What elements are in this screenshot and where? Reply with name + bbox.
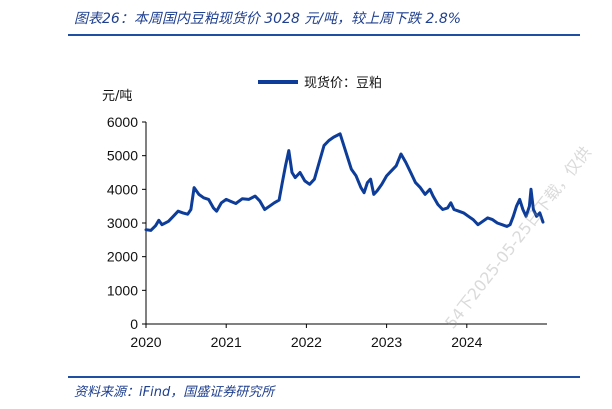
y-tick-label: 2000 [107, 249, 138, 265]
y-axis-unit: 元/吨 [102, 89, 132, 104]
y-tick-label: 3000 [107, 215, 138, 231]
x-tick-label: 2024 [451, 334, 482, 350]
y-ticks: 0 1000 2000 3000 4000 5000 6000 [107, 114, 146, 332]
x-tick-label: 2022 [291, 334, 322, 350]
chart-title: 图表26：本周国内豆粕现货价 3028 元/吨，较上周下跌 2.8% [74, 11, 462, 27]
x-tick-label: 2023 [371, 334, 402, 350]
y-tick-label: 5000 [107, 148, 138, 164]
series-line [144, 132, 545, 232]
y-tick-label: 1000 [107, 282, 138, 298]
y-tick-label: 4000 [107, 181, 138, 197]
y-tick-label: 6000 [107, 114, 138, 130]
series-layer [144, 132, 545, 232]
legend: 现货价：豆粕 [258, 75, 382, 91]
x-ticks: 2020 2021 2022 2023 2024 [130, 324, 483, 350]
y-tick-label: 0 [130, 316, 138, 332]
legend-label: 现货价：豆粕 [304, 75, 382, 91]
source-note: 资料来源：iFind，国盛证券研究所 [74, 385, 275, 400]
x-tick-label: 2021 [211, 334, 242, 350]
bottom-divider [68, 376, 580, 378]
top-divider [68, 34, 580, 36]
x-tick-label: 2020 [130, 334, 161, 350]
